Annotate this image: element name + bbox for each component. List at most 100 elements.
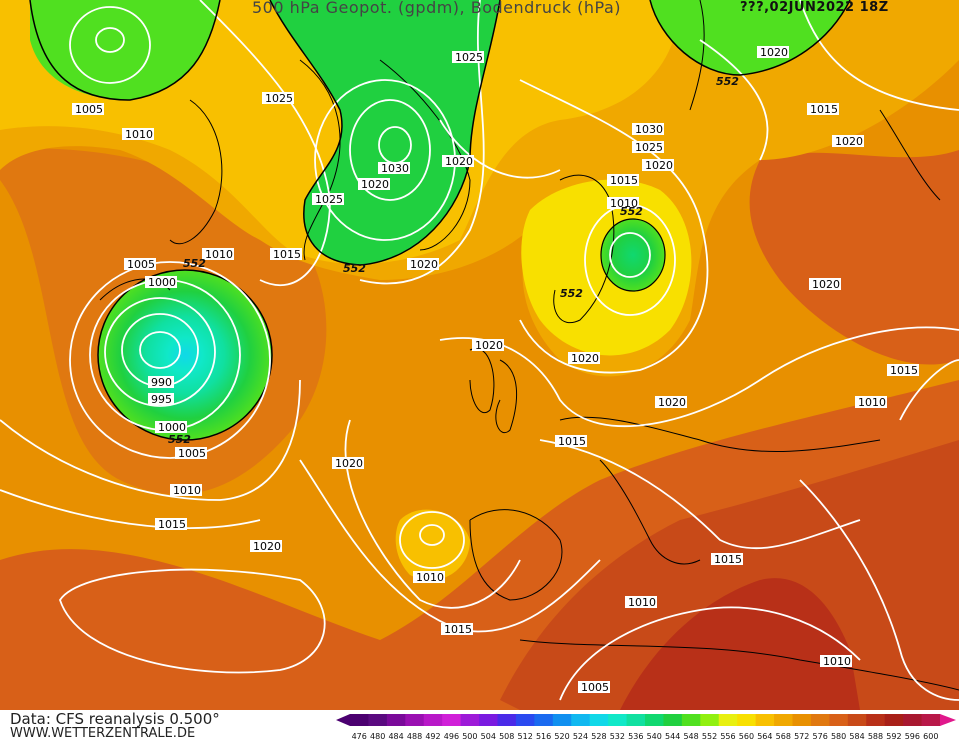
svg-text:1010: 1010 [205,248,233,261]
isobar-label: 1030 [632,123,664,136]
scale-tick-label: 564 [757,732,772,741]
isobar-label: 1015 [607,174,639,187]
data-source: Data: CFS reanalysis 0.500° [10,710,220,728]
scale-arrow-left [336,714,350,726]
isobar-label: 1005 [578,681,610,694]
north-low-west [30,0,220,100]
scale-tick-label: 512 [518,732,533,741]
scale-swatch [479,714,498,726]
scale-swatch [442,714,462,726]
isobar-label: 1010 [170,484,202,497]
isobar-label: 1015 [441,623,473,636]
svg-text:1025: 1025 [315,193,343,206]
isobar-label: 1010 [607,197,639,210]
scale-tick-label: 504 [481,732,496,741]
svg-text:1020: 1020 [645,159,673,172]
isobar-label: 1010 [625,596,657,609]
scale-tick-label: 500 [462,732,477,741]
scale-swatch [589,714,609,726]
svg-text:1010: 1010 [610,197,638,210]
isobar-label: 1010 [122,128,154,141]
scale-tick-label: 572 [794,732,809,741]
scale-tick-label: 520 [554,732,569,741]
scale-swatch [350,714,369,726]
scale-swatch [866,714,886,726]
isobar-label: 1005 [124,258,156,271]
scale-tick-label: 568 [776,732,791,741]
svg-text:1020: 1020 [571,352,599,365]
isobar-label: 990 [148,376,174,389]
scale-swatch [645,714,664,726]
isobar-label: 1020 [809,278,841,291]
isobar-label: 995 [148,393,174,406]
isobar-label: 1015 [270,248,302,261]
scale-tick-label: 476 [352,732,367,741]
isobar-label: 1010 [855,396,887,409]
scale-swatch [515,714,535,726]
scale-tick-label: 484 [388,732,403,741]
svg-text:1020: 1020 [335,457,363,470]
svg-text:1000: 1000 [158,421,186,434]
svg-text:990: 990 [151,376,172,389]
svg-text:1005: 1005 [127,258,155,271]
svg-text:1030: 1030 [381,162,409,175]
scale-tick-label: 592 [886,732,901,741]
color-scale-legend: 476 480 484 488 492 496 500 504 508 512 516 520 524 5… [336,714,956,741]
scale-swatch [884,714,904,726]
scale-tick-label: 552 [702,732,717,741]
svg-text:1025: 1025 [265,92,293,105]
scale-tick-label: 516 [536,732,551,741]
isobar-label: 1020 [250,540,282,553]
svg-text:995: 995 [151,393,172,406]
isobar-label: 1015 [807,103,839,116]
svg-text:552: 552 [343,262,366,275]
scale-swatch [921,714,941,726]
svg-text:1015: 1015 [714,553,742,566]
scale-tick-label: 496 [444,732,459,741]
isobar-label: 1025 [312,193,344,206]
pressure-labels: 1005 1010 1025 1025 1020 1015 1020 1030 … [72,46,919,694]
isobar-label: 1015 [887,364,919,377]
svg-text:1015: 1015 [273,248,301,261]
scale-swatch [423,714,443,726]
isobar-label: 1020 [655,396,687,409]
scale-swatch [497,714,517,726]
svg-text:1020: 1020 [812,278,840,291]
svg-text:1020: 1020 [658,396,686,409]
scale-swatch [847,714,867,726]
svg-text:1005: 1005 [581,681,609,694]
isobar-label: 1010 [413,571,445,584]
svg-text:1015: 1015 [810,103,838,116]
scale-arrow-right [940,714,956,726]
isobar-label: 1015 [555,435,587,448]
east-hot [749,150,959,365]
scale-swatch [737,714,757,726]
svg-text:1010: 1010 [173,484,201,497]
svg-text:1005: 1005 [75,103,103,116]
scale-tick-label: 488 [407,732,422,741]
svg-text:1020: 1020 [361,178,389,191]
atlantic-cyclone [97,269,273,441]
svg-text:552: 552 [168,433,191,446]
scale-swatch [810,714,830,726]
scale-tick-label: 540 [647,732,662,741]
scale-tick-label: 536 [628,732,643,741]
map-title: 500 hPa Geopot. (gpdm), Bodendruck (hPa) [252,0,622,17]
scale-swatch [534,714,554,726]
isobar-label: 1005 [72,103,104,116]
svg-text:1015: 1015 [610,174,638,187]
isobar-label: 1000 [155,421,187,434]
svg-text:1005: 1005 [178,447,206,460]
coastlines [99,0,959,691]
isobar-label: 1005 [175,447,207,460]
isobar-label: 1000 [145,276,177,289]
scale-swatch [700,714,720,726]
scale-swatch [405,714,425,726]
scale-tick-label: 556 [720,732,735,741]
scale-tick-label: 548 [683,732,698,741]
map-date: ???,02JUN2022 18Z [740,0,889,15]
isobar-label: 1020 [832,135,864,148]
scale-swatch [608,714,628,726]
svg-text:1010: 1010 [858,396,886,409]
